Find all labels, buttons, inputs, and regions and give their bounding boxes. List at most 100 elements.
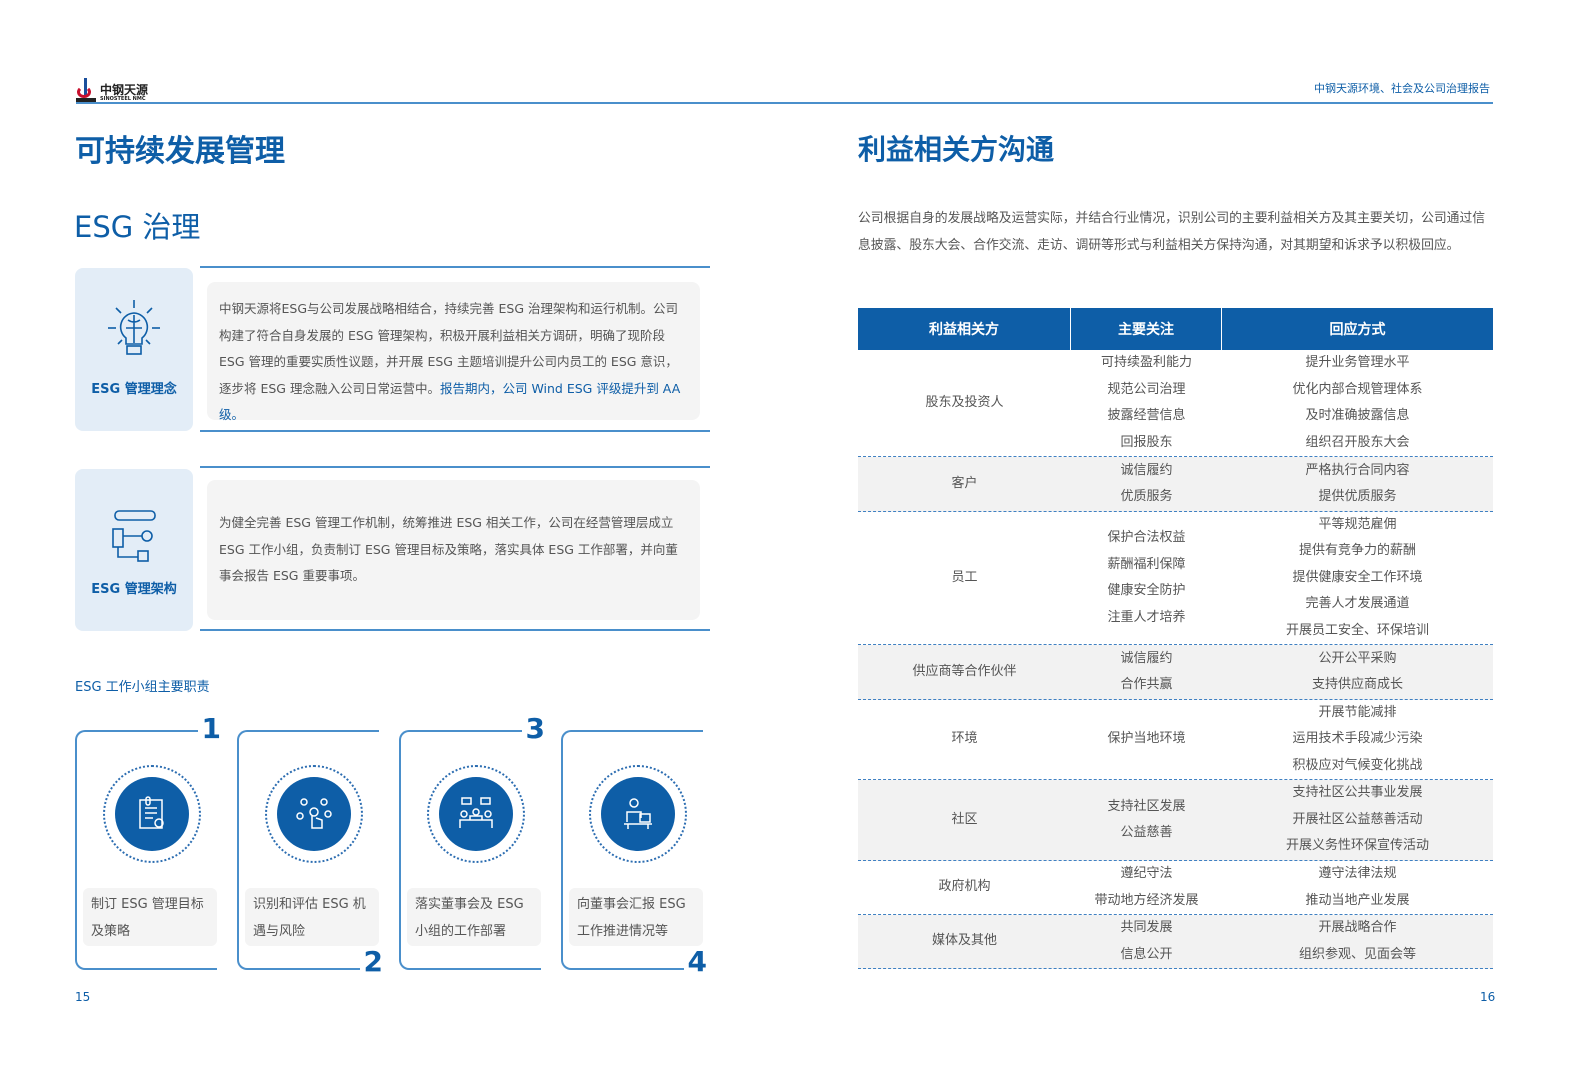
response-item: 提供健康安全工作环境 <box>1292 569 1423 585</box>
response-item: 开展战略合作 <box>1318 920 1397 935</box>
report-title: 中钢天源环境、社会及公司治理报告 <box>1314 82 1490 95</box>
responses-cell: 公开公平采购 支持供应商成长 <box>1222 645 1493 699</box>
concern-item: 保护合法权益 <box>1107 530 1186 545</box>
table-header: 利益相关方 主要关注 回应方式 <box>858 308 1493 350</box>
org-structure-icon <box>112 510 156 562</box>
response-item: 组织召开股东大会 <box>1305 434 1410 450</box>
concern-item: 公益慈善 <box>1120 825 1173 840</box>
response-item: 提供有竞争力的薪酬 <box>1298 543 1416 559</box>
esg-structure-text: 为健全完善 ESG 管理工作机制，统筹推进 ESG 相关工作，公司在经营管理层成… <box>207 480 700 620</box>
highlight-text: 报告期内，公司 Wind ESG 评级提升到 AA 级。 <box>219 380 681 423</box>
duty-card-4: 4 向董事会汇报 ESG 工作推进情况等 <box>561 730 711 978</box>
stakeholder-cell: 社区 <box>858 780 1071 860</box>
icon-ring <box>427 765 525 863</box>
stakeholder-table: 利益相关方 主要关注 回应方式 股东及投资人 可持续盈利能力 规范公司治理 披露经营信… <box>858 308 1493 969</box>
responses-cell: 遵守法律法规 推动当地产业发展 <box>1222 861 1493 914</box>
stakeholder-name: 政府机构 <box>938 879 991 895</box>
table-row: 社区 支持社区发展 公益慈善 支持社区公共事业发展 开展社区公益慈善活动 开展义务性环保宣… <box>858 780 1493 861</box>
duty-number: 2 <box>359 945 387 978</box>
response-item: 提升业务管理水平 <box>1305 355 1410 370</box>
stakeholder-name: 环境 <box>951 731 978 747</box>
esg-structure-panel: ESG 管理架构 <box>75 469 193 631</box>
duty-text: 向董事会汇报 ESG 工作推进情况等 <box>569 888 703 946</box>
concern-item: 规范公司治理 <box>1107 381 1186 397</box>
response-item: 公开公平采购 <box>1318 650 1397 666</box>
logo-name-cn: 中钢天源 <box>100 83 149 97</box>
stakeholder-cell: 员工 <box>858 512 1071 644</box>
stakeholder-cell: 客户 <box>858 457 1071 511</box>
response-item: 支持社区公共事业发展 <box>1292 785 1423 801</box>
concern-item: 可持续盈利能力 <box>1100 355 1192 370</box>
stakeholder-name: 供应商等合作伙伴 <box>912 663 1017 679</box>
concern-item: 诚信履约 <box>1120 462 1173 478</box>
concern-item: 遵纪守法 <box>1120 866 1173 881</box>
logo-name-en: SINOSTEEL NMC <box>100 96 146 102</box>
esg-structure-label: ESG 管理架构 <box>91 582 177 597</box>
icon-ring <box>103 765 201 863</box>
response-item: 运用技术手段减少污染 <box>1292 731 1423 747</box>
concern-item: 注重人才培养 <box>1107 609 1186 625</box>
concern-item: 回报股东 <box>1120 434 1173 450</box>
table-row: 媒体及其他 共同发展 信息公开 开展战略合作 组织参观、见面会等 <box>858 915 1493 969</box>
header-divider <box>76 102 1493 104</box>
duty-text: 制订 ESG 管理目标及策略 <box>83 888 217 946</box>
response-item: 开展员工安全、环保培训 <box>1285 622 1429 638</box>
stakeholder-name: 员工 <box>951 569 978 585</box>
meeting-icon <box>459 797 493 828</box>
concern-item: 披露经营信息 <box>1107 408 1186 423</box>
company-logo: 中钢天源 SINOSTEEL NMC <box>76 78 148 102</box>
table-row: 政府机构 遵纪守法 带动地方经济发展 遵守法律法规 推动当地产业发展 <box>858 861 1493 915</box>
presenter-laptop-icon <box>624 798 652 829</box>
certificate-document-icon <box>139 796 164 829</box>
divider <box>200 430 710 432</box>
concern-item: 支持社区发展 <box>1107 798 1186 814</box>
stakeholder-cell: 媒体及其他 <box>858 915 1071 968</box>
esg-philosophy-label: ESG 管理理念 <box>91 382 177 397</box>
responses-cell: 平等规范雇佣 提供有竞争力的薪酬 提供健康安全工作环境 完善人才发展通道 开展员工安全、… <box>1222 512 1493 644</box>
concerns-cell: 保护合法权益 薪酬福利保障 健康安全防护 注重人才培养 <box>1071 512 1222 644</box>
concern-item: 带动地方经济发展 <box>1094 892 1199 908</box>
table-row: 股东及投资人 可持续盈利能力 规范公司治理 披露经营信息 回报股东 提升业务管理水平 优化内… <box>858 350 1493 457</box>
duties-title: ESG 工作小组主要职责 <box>75 680 210 695</box>
response-item: 完善人才发展通道 <box>1305 596 1410 612</box>
duty-card-1: 1 制订 ESG 管理目标及策略 <box>75 712 225 970</box>
concern-item: 合作共赢 <box>1120 677 1173 692</box>
duty-text: 识别和评估 ESG 机遇与风险 <box>245 888 379 946</box>
lightbulb-icon <box>108 300 160 355</box>
response-item: 严格执行合同内容 <box>1305 462 1410 478</box>
responses-cell: 提升业务管理水平 优化内部合规管理体系 及时准确披露信息 组织召开股东大会 <box>1222 350 1493 456</box>
duty-card-2: 2 识别和评估 ESG 机遇与风险 <box>237 730 387 978</box>
esg-philosophy-text: 中钢天源将ESG与公司发展战略相结合，持续完善 ESG 治理架构和运行机制。公司… <box>207 282 700 423</box>
table-row: 客户 诚信履约 优质服务 严格执行合同内容 提供优质服务 <box>858 457 1493 512</box>
touch-network-icon <box>296 798 332 829</box>
body-text: 中钢天源将ESG与公司发展战略相结合，持续完善 ESG 治理架构和运行机制。公司… <box>219 301 678 396</box>
logo-mark-icon <box>76 78 96 102</box>
divider <box>200 466 710 468</box>
header-responses: 回应方式 <box>1329 322 1386 338</box>
duty-card-3: 3 落实董事会及 ESG 小组的工作部署 <box>399 712 549 970</box>
intro-text: 公司根据自身的发展战略及运营实际，并结合行业情况，识别公司的主要利益相关方及其主… <box>858 211 1486 253</box>
duty-text: 落实董事会及 ESG 小组的工作部署 <box>407 888 541 946</box>
page-title-left: 可持续发展管理 <box>75 134 285 169</box>
page-number-right: 16 <box>1480 990 1496 1004</box>
divider <box>200 266 710 268</box>
stakeholder-cell: 政府机构 <box>858 861 1071 914</box>
page-number-left: 15 <box>75 990 91 1004</box>
stakeholder-name: 股东及投资人 <box>925 394 1004 410</box>
response-item: 提供优质服务 <box>1318 489 1397 504</box>
responses-cell: 严格执行合同内容 提供优质服务 <box>1222 457 1493 511</box>
responses-cell: 开展战略合作 组织参观、见面会等 <box>1222 915 1493 968</box>
concerns-cell: 保护当地环境 <box>1071 700 1222 779</box>
response-item: 积极应对气候变化挑战 <box>1292 757 1423 773</box>
response-item: 开展义务性环保宣传活动 <box>1285 838 1429 854</box>
duty-number: 4 <box>683 945 711 978</box>
concern-item: 共同发展 <box>1120 920 1173 935</box>
response-item: 及时准确披露信息 <box>1305 408 1410 423</box>
response-item: 开展节能减排 <box>1318 704 1397 720</box>
concerns-cell: 遵纪守法带动地方经济发展 <box>1071 861 1222 914</box>
response-item: 遵守法律法规 <box>1318 866 1397 881</box>
concern-item: 薪酬福利保障 <box>1107 556 1186 572</box>
duty-number: 1 <box>197 712 225 745</box>
header-concerns: 主要关注 <box>1071 308 1222 350</box>
header-stakeholder: 利益相关方 <box>858 308 1071 350</box>
